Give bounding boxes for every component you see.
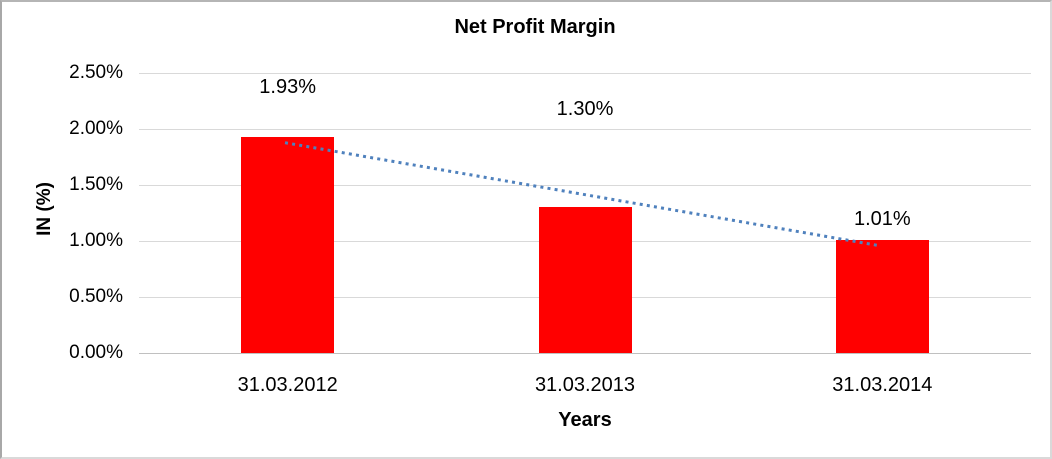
y-tick-label: 2.50% [69,62,123,83]
x-axis-line [139,353,1031,354]
data-label: 1.30% [556,98,614,120]
gridline [139,129,1031,130]
y-tick-label: 0.50% [69,286,123,307]
data-label: 1.01% [853,208,911,230]
gridline [139,73,1031,74]
category-label: 31.03.2014 [832,374,933,396]
y-tick-label: 0.00% [69,342,123,363]
bar-31.03.2014 [835,239,929,353]
data-label: 1.93% [259,76,317,98]
chart-title: Net Profit Margin [454,16,616,38]
y-tick-label: 1.00% [69,230,123,251]
y-tick-label: 1.50% [69,174,123,195]
bar-31.03.2013 [538,207,632,353]
y-tick-label: 2.00% [69,118,123,139]
x-axis-title: Years [558,409,612,431]
category-label: 31.03.2012 [237,374,338,396]
category-label: 31.03.2013 [534,374,636,396]
bar-31.03.2012 [241,136,335,353]
